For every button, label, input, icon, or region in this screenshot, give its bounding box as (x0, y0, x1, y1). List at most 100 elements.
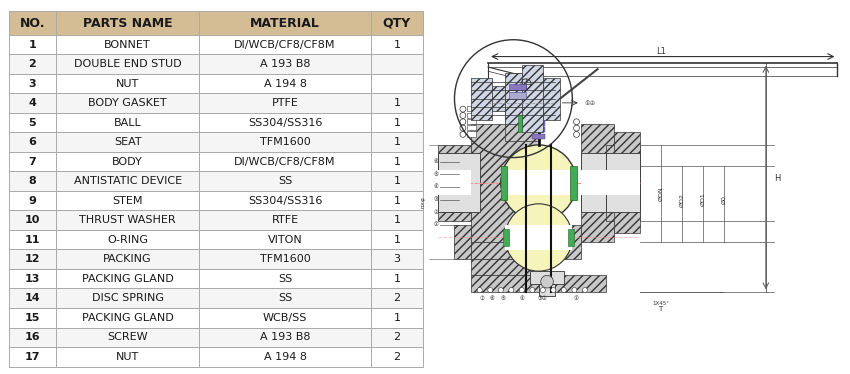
Text: BODY: BODY (112, 157, 143, 167)
Text: ①: ① (434, 223, 438, 227)
Circle shape (574, 125, 580, 131)
Bar (199, 11, 371, 35)
Text: SS304/SS316: SS304/SS316 (248, 196, 322, 206)
Bar (505, 225, 572, 250)
Text: ⑥: ⑥ (434, 159, 438, 164)
Text: TFM1600: TFM1600 (260, 254, 310, 264)
Bar (371, 191, 422, 211)
Text: Ø0: Ø0 (722, 195, 726, 204)
Bar (8, 171, 56, 191)
Bar (371, 35, 422, 54)
Text: L1: L1 (655, 47, 666, 56)
Text: 14: 14 (25, 293, 40, 303)
Text: ⑤: ⑤ (434, 172, 438, 177)
Bar (581, 124, 615, 242)
Circle shape (460, 106, 466, 112)
Bar (471, 275, 606, 292)
Text: ⑥: ⑥ (490, 296, 495, 301)
Text: PARTS NAME: PARTS NAME (82, 16, 173, 30)
Bar (539, 284, 556, 296)
Bar (56, 171, 199, 191)
Bar (522, 65, 543, 132)
Text: 1: 1 (394, 215, 400, 225)
Circle shape (582, 288, 587, 292)
Bar (492, 86, 505, 111)
Bar (8, 54, 56, 74)
Text: 2: 2 (394, 332, 400, 342)
Bar (530, 271, 564, 284)
Bar (199, 94, 371, 113)
Bar (606, 145, 639, 221)
Text: PACKING GLAND: PACKING GLAND (82, 313, 173, 323)
Bar (199, 230, 371, 249)
Bar (56, 113, 199, 132)
Bar (8, 269, 56, 288)
Bar (371, 269, 422, 288)
Bar (56, 94, 199, 113)
Bar (509, 73, 543, 90)
Circle shape (460, 113, 466, 119)
Bar (468, 113, 475, 117)
Circle shape (505, 204, 572, 271)
Circle shape (574, 119, 580, 125)
Circle shape (460, 125, 466, 131)
Bar (56, 191, 199, 211)
Bar (438, 153, 479, 212)
Text: PTFE: PTFE (272, 98, 298, 108)
Bar (371, 328, 422, 347)
Bar (199, 308, 371, 328)
Bar (56, 54, 199, 74)
Bar (518, 116, 522, 132)
Bar (199, 191, 371, 211)
Bar (471, 242, 530, 258)
Bar (56, 288, 199, 308)
Bar (199, 211, 371, 230)
Bar (532, 134, 545, 139)
Bar (56, 35, 199, 54)
Text: VITON: VITON (268, 235, 303, 245)
Bar (56, 347, 199, 367)
Text: ØD2: ØD2 (679, 193, 684, 206)
Bar (8, 288, 56, 308)
Bar (8, 249, 56, 269)
Bar (199, 35, 371, 54)
Bar (56, 132, 199, 152)
Bar (8, 132, 56, 152)
Bar (371, 94, 422, 113)
Bar (468, 119, 475, 124)
Text: ②: ② (434, 210, 438, 215)
Circle shape (519, 288, 524, 292)
Circle shape (551, 288, 556, 292)
Bar (8, 211, 56, 230)
Bar (56, 269, 199, 288)
Text: A 193 B8: A 193 B8 (260, 59, 310, 69)
Text: SS: SS (278, 293, 292, 303)
Bar (56, 11, 199, 35)
Bar (8, 308, 56, 328)
Text: 1: 1 (394, 98, 400, 108)
Bar (199, 328, 371, 347)
Text: 1X45°: 1X45° (652, 301, 669, 306)
Text: 8: 8 (29, 176, 37, 186)
Bar (371, 152, 422, 171)
Bar (615, 132, 639, 233)
Circle shape (460, 132, 466, 137)
Bar (8, 35, 56, 54)
Bar (56, 74, 199, 94)
Bar (8, 74, 56, 94)
Text: H: H (774, 174, 780, 183)
Bar (513, 90, 539, 107)
Bar (468, 125, 475, 130)
Bar (199, 132, 371, 152)
Text: 2: 2 (29, 59, 37, 69)
Bar (199, 54, 371, 74)
Text: n×φ: n×φ (420, 196, 425, 208)
Text: 1: 1 (29, 40, 37, 50)
Text: 1: 1 (394, 157, 400, 167)
Text: 10: 10 (25, 215, 40, 225)
Text: SS: SS (278, 274, 292, 284)
Bar (8, 328, 56, 347)
Bar (471, 258, 530, 275)
Bar (468, 132, 475, 137)
Bar (8, 347, 56, 367)
